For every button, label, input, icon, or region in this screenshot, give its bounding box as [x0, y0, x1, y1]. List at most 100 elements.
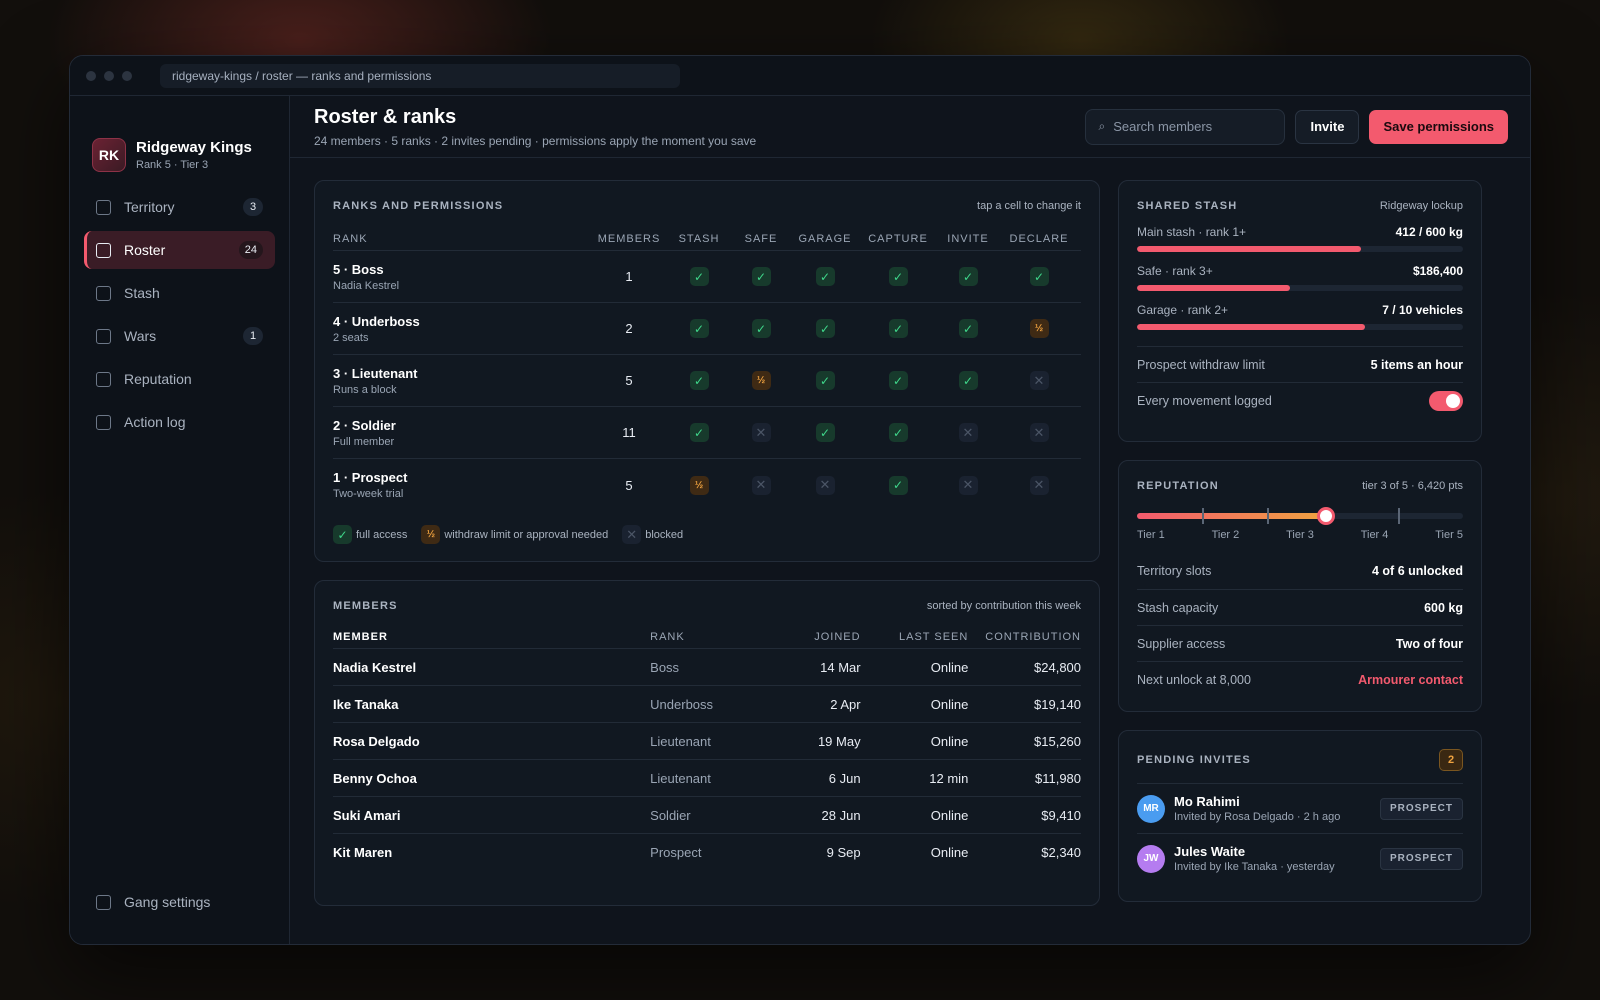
full-permission-icon[interactable]: ✓ [1029, 267, 1049, 286]
sidebar-item-label: Action log [124, 414, 186, 430]
invite-rank-tag[interactable]: PROSPECT [1379, 797, 1463, 820]
full-permission-icon[interactable]: ✓ [958, 319, 978, 338]
full-permission-icon[interactable]: ✓ [689, 319, 709, 338]
permission-cell: ✓ [937, 319, 999, 338]
member-row[interactable]: Kit Maren Prospect 9 Sep Online $2,340 [333, 834, 1081, 871]
full-permission-icon[interactable]: ✓ [958, 267, 978, 286]
row-value: 600 kg [1424, 600, 1463, 615]
invite-rank-tag[interactable]: PROSPECT [1379, 847, 1463, 870]
member-count: 1 [625, 269, 633, 284]
sidebar-item-territory[interactable]: Territory 3 [84, 188, 275, 226]
full-permission-icon[interactable]: ✓ [888, 267, 908, 286]
full-permission-icon[interactable]: ✓ [751, 319, 771, 338]
save-permissions-button[interactable]: Save permissions [1369, 109, 1508, 144]
sidebar-item-gang-settings[interactable]: Gang settings [84, 883, 275, 921]
blocked-permission-icon[interactable]: ✕ [958, 423, 978, 442]
search-input[interactable]: ⌕ Search members [1085, 108, 1286, 145]
partial-permission-icon[interactable]: ½ [1029, 319, 1049, 338]
withdraw-limit-row[interactable]: Prospect withdraw limit 5 items an hour [1137, 346, 1463, 382]
sidebar-item-action-log[interactable]: Action log [84, 403, 275, 441]
blocked-permission-icon[interactable]: ✕ [958, 475, 978, 495]
member-name: Ike Tanaka [333, 696, 399, 712]
full-permission-icon[interactable]: ✓ [689, 371, 709, 390]
stash-item-value: 7 / 10 vehicles [1382, 303, 1463, 317]
sidebar-item-roster[interactable]: Roster 24 [84, 231, 275, 269]
permission-cell: ✓ [667, 319, 731, 338]
rank-cell: 2 · Soldier Full member [333, 418, 591, 448]
full-permission-icon[interactable]: ✓ [958, 371, 978, 390]
permission-cell: ✓ [731, 267, 791, 286]
member-row[interactable]: Ike Tanaka Underboss 2 Apr Online $19,140 [333, 686, 1081, 723]
full-permission-icon[interactable]: ✓ [888, 319, 908, 338]
row-label: Next unlock at 8,000 [1137, 672, 1251, 687]
sidebar-item-stash[interactable]: Stash [84, 274, 275, 312]
page-header: Roster & ranks 24 members · 5 ranks · 2 … [290, 96, 1530, 158]
window-zoom-dot[interactable] [122, 70, 132, 81]
member-count: 11 [622, 425, 636, 440]
movement-logged-toggle[interactable] [1429, 390, 1463, 411]
full-permission-icon[interactable]: ✓ [689, 267, 709, 286]
rank-description: 2 seats [333, 331, 369, 344]
member-row[interactable]: Suki Amari Soldier 28 Jun Online $9,410 [333, 797, 1081, 834]
count-badge: 1 [243, 327, 263, 345]
member-row[interactable]: Nadia Kestrel Boss 14 Mar Online $24,800 [333, 649, 1081, 686]
column-header: JOINED [814, 630, 861, 643]
member-name: Rosa Delgado [333, 733, 420, 749]
member-seen: Online [930, 733, 969, 749]
gang-rank-tier: Rank 5 · Tier 3 [136, 158, 209, 171]
reputation-marker [1317, 507, 1336, 525]
action-log-icon [96, 414, 111, 430]
invite-row[interactable]: MR Mo Rahimi Invited by Rosa Delgado · 2 h… [1137, 783, 1463, 833]
blocked-permission-icon[interactable]: ✕ [1029, 423, 1049, 442]
full-permission-icon[interactable]: ✓ [815, 319, 835, 338]
window-close-dot[interactable] [86, 70, 96, 81]
full-permission-icon[interactable]: ✓ [815, 423, 835, 442]
search-icon: ⌕ [1098, 119, 1106, 133]
rank-row: 2 · Soldier Full member 11 ✓ ✕ ✓ ✓ ✕ ✕ [333, 407, 1081, 459]
window-minimize-dot[interactable] [104, 70, 114, 81]
blocked-permission-icon[interactable]: ✕ [1029, 475, 1049, 495]
address-bar[interactable]: ridgeway-kings / roster — ranks and perm… [160, 63, 680, 88]
member-row[interactable]: Rosa Delgado Lieutenant 19 May Online $15,26… [333, 723, 1081, 760]
row-label: Prospect withdraw limit [1137, 357, 1265, 372]
blocked-permission-icon[interactable]: ✕ [1029, 371, 1049, 390]
permission-cell: ✓ [667, 371, 731, 390]
card-title: SHARED STASH [1137, 200, 1238, 212]
rank-name: 5 · Boss [333, 261, 384, 277]
full-permission-icon[interactable]: ✓ [751, 267, 771, 286]
column-header: INVITE [947, 232, 989, 245]
permission-cell: ✓ [791, 423, 859, 442]
permission-cell: ✓ [937, 371, 999, 390]
blocked-permission-icon[interactable]: ✕ [751, 423, 771, 442]
full-permission-icon[interactable]: ✓ [888, 475, 908, 495]
legend-label: blocked [645, 528, 684, 541]
rank-row: 4 · Underboss 2 seats 2 ✓ ✓ ✓ ✓ ✓ ½ [333, 303, 1081, 355]
blocked-permission-icon[interactable]: ✕ [815, 475, 835, 495]
territory-icon [96, 199, 111, 215]
partial-permission-icon[interactable]: ½ [751, 371, 771, 390]
full-permission-icon[interactable]: ✓ [815, 267, 835, 286]
invite-button[interactable]: Invite [1295, 109, 1360, 144]
full-permission-icon[interactable]: ✓ [815, 371, 835, 390]
next-unlock-link[interactable]: Armourer contact [1358, 672, 1463, 687]
sidebar-item-wars[interactable]: Wars 1 [84, 317, 275, 355]
permissions-legend: ✓ full access ½ withdraw limit or approval… [333, 525, 1081, 544]
member-row[interactable]: Benny Ochoa Lieutenant 6 Jun 12 min $11,980 [333, 760, 1081, 797]
member-contribution: $11,980 [1034, 770, 1082, 786]
full-permission-icon[interactable]: ✓ [888, 423, 908, 442]
invite-row[interactable]: JW Jules Waite Invited by Ike Tanaka · yes… [1137, 833, 1463, 883]
rank-cell: 5 · Boss Nadia Kestrel [333, 262, 591, 292]
sidebar-item-reputation[interactable]: Reputation [84, 360, 275, 398]
full-permission-icon[interactable]: ✓ [689, 423, 709, 442]
sidebar-item-label: Gang settings [124, 894, 211, 910]
wars-icon [96, 328, 111, 344]
blocked-permission-icon[interactable]: ✕ [751, 475, 771, 495]
partial-permission-icon[interactable]: ½ [689, 475, 709, 495]
reputation-progress [1137, 507, 1463, 525]
rank-description: Two-week trial [333, 488, 404, 500]
table-header: RANK MEMBERS STASH SAFE GARAGE CAPTURE INVITE D… [333, 227, 1081, 251]
app-window: ridgeway-kings / roster — ranks and perm… [69, 55, 1531, 945]
capacity-bar-fill [1137, 285, 1291, 291]
full-permission-icon[interactable]: ✓ [888, 371, 908, 390]
permission-cell: ✓ [859, 319, 937, 338]
